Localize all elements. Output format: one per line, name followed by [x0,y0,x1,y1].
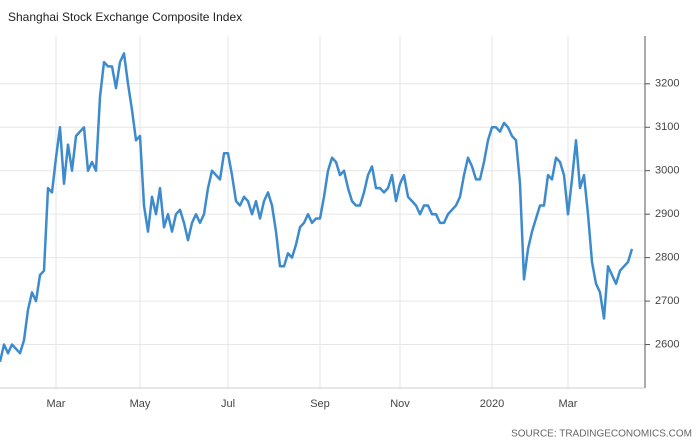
x-tick-label: Jul [221,398,235,410]
y-tick-label: 2800 [655,252,679,264]
y-tick-label: 3000 [655,165,679,177]
y-tick-label: 3200 [655,78,679,90]
y-tick-label: 2900 [655,208,679,220]
line-series [0,52,634,363]
x-tick-label: Sep [310,398,330,410]
source-note: SOURCE: TRADINGECONOMICS.COM [511,429,692,440]
chart-title: Shanghai Stock Exchange Composite Index [8,10,242,24]
y-tick-label: 2700 [655,295,679,307]
y-tick-label: 2600 [655,338,679,350]
y-tick-label: 3100 [655,121,679,133]
x-tick-label: Mar [47,398,66,410]
x-tick-label: Mar [559,398,578,410]
x-tick-label: May [130,398,151,410]
x-tick-label: Nov [390,398,410,410]
x-tick-label: 2020 [480,398,504,410]
